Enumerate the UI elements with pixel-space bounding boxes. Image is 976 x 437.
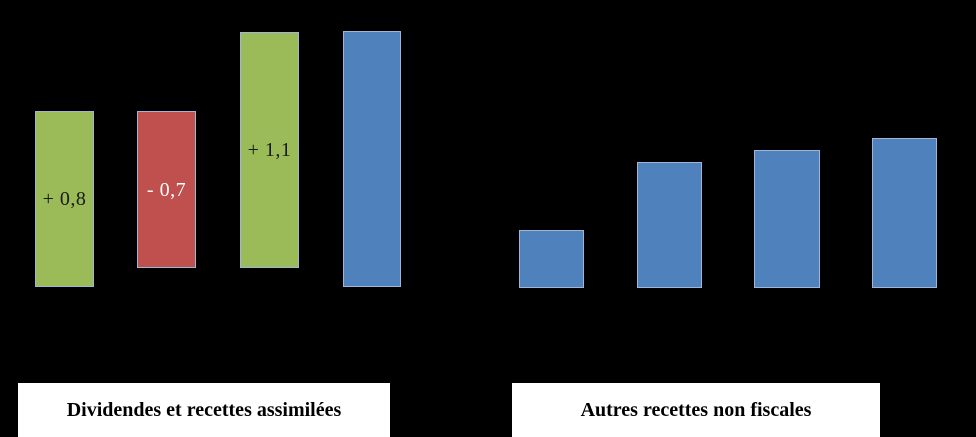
bar-data-label: - 0,7 [146,178,187,201]
bar-blue [872,138,937,288]
category-label-autres: Autres recettes non fiscales [580,398,812,421]
bar-green: + 0,8 [35,111,94,287]
bar-blue [519,230,584,288]
bar-green: + 1,1 [240,32,299,268]
bar-data-label: + 0,8 [42,188,87,210]
bar-blue [637,162,702,288]
bar-blue [343,31,401,287]
bar-data-label: + 1,1 [247,139,292,161]
category-label-box-dividendes: Dividendes et recettes assimilées [18,383,390,437]
bar-blue [754,150,820,288]
bar-red: - 0,7 [137,111,196,268]
category-label-dividendes: Dividendes et recettes assimilées [66,398,342,421]
category-label-box-autres: Autres recettes non fiscales [512,383,880,437]
